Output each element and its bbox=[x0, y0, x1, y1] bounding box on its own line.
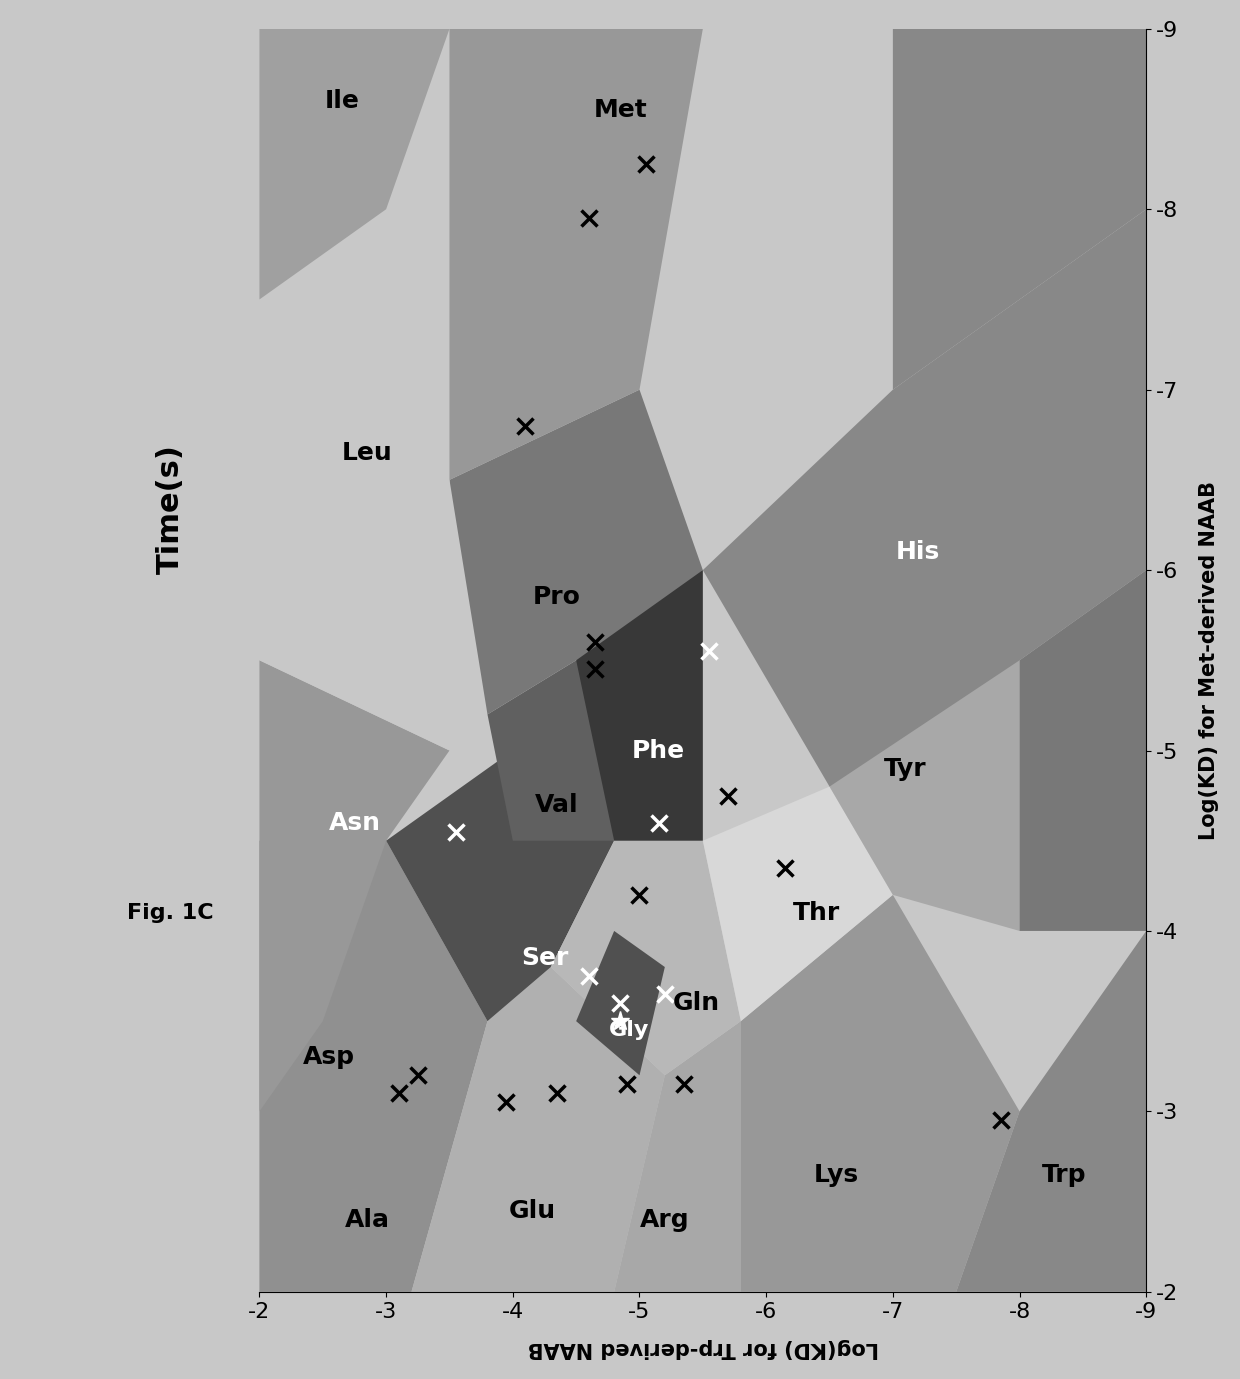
Polygon shape bbox=[449, 29, 703, 480]
Polygon shape bbox=[449, 390, 703, 714]
Polygon shape bbox=[259, 841, 487, 1292]
Polygon shape bbox=[551, 841, 740, 1076]
Polygon shape bbox=[1019, 570, 1146, 931]
Polygon shape bbox=[703, 786, 893, 1020]
Text: Phe: Phe bbox=[632, 739, 684, 763]
Polygon shape bbox=[956, 931, 1146, 1292]
X-axis label: Log(KD) for Trp-derived NAAB: Log(KD) for Trp-derived NAAB bbox=[527, 1338, 878, 1358]
Text: Asp: Asp bbox=[303, 1045, 355, 1069]
Text: Ser: Ser bbox=[521, 946, 568, 969]
Polygon shape bbox=[740, 895, 1019, 1292]
Text: Ile: Ile bbox=[325, 90, 360, 113]
Text: Ala: Ala bbox=[345, 1208, 389, 1231]
Polygon shape bbox=[830, 661, 1019, 931]
Text: Val: Val bbox=[536, 793, 579, 816]
Text: Time(s): Time(s) bbox=[156, 444, 185, 574]
Text: Trp: Trp bbox=[1042, 1162, 1086, 1186]
Text: His: His bbox=[897, 541, 940, 564]
Polygon shape bbox=[487, 661, 665, 841]
Polygon shape bbox=[703, 210, 1146, 786]
Text: Gln: Gln bbox=[673, 992, 720, 1015]
Text: Fig. 1C: Fig. 1C bbox=[128, 903, 215, 923]
Polygon shape bbox=[577, 931, 665, 1076]
Text: Pro: Pro bbox=[533, 585, 582, 610]
Text: Leu: Leu bbox=[342, 441, 393, 465]
Polygon shape bbox=[259, 661, 449, 1111]
Text: Gly: Gly bbox=[609, 1020, 650, 1040]
Polygon shape bbox=[259, 210, 449, 750]
Polygon shape bbox=[412, 967, 665, 1292]
Text: Asn: Asn bbox=[329, 811, 381, 834]
Polygon shape bbox=[259, 29, 449, 299]
Polygon shape bbox=[893, 29, 1146, 390]
Y-axis label: Log(KD) for Met-derived NAAB: Log(KD) for Met-derived NAAB bbox=[1199, 481, 1219, 840]
Polygon shape bbox=[614, 1020, 740, 1292]
Text: Met: Met bbox=[594, 98, 647, 121]
Polygon shape bbox=[577, 570, 703, 841]
Text: Thr: Thr bbox=[794, 900, 841, 925]
Text: Tyr: Tyr bbox=[884, 757, 926, 781]
Text: Lys: Lys bbox=[813, 1162, 858, 1186]
Text: Glu: Glu bbox=[508, 1198, 556, 1223]
Polygon shape bbox=[259, 1020, 487, 1292]
Polygon shape bbox=[386, 750, 614, 1020]
Text: Arg: Arg bbox=[640, 1208, 689, 1231]
